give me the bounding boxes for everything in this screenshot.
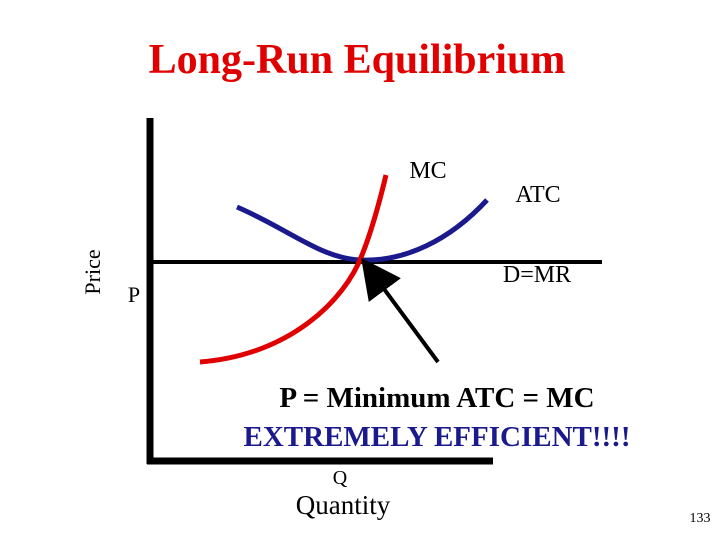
page-number: 133 — [690, 511, 711, 526]
y-axis-label: Price — [80, 249, 105, 294]
price-label: P — [128, 282, 140, 307]
arrow — [361, 257, 440, 364]
title: Long-Run Equilibrium — [149, 37, 566, 83]
demand-label: D=MR — [503, 262, 571, 288]
x-symbol: Q — [333, 467, 348, 489]
mc-curve — [199, 174, 389, 365]
equation: P = Minimum ATC = MC — [279, 382, 594, 414]
emphasis: EXTREMELY EFFICIENT!!!! — [244, 421, 631, 453]
mc-label: MC — [409, 158, 446, 184]
atc-label: ATC — [515, 182, 560, 208]
x-axis-label: Quantity — [296, 490, 391, 520]
